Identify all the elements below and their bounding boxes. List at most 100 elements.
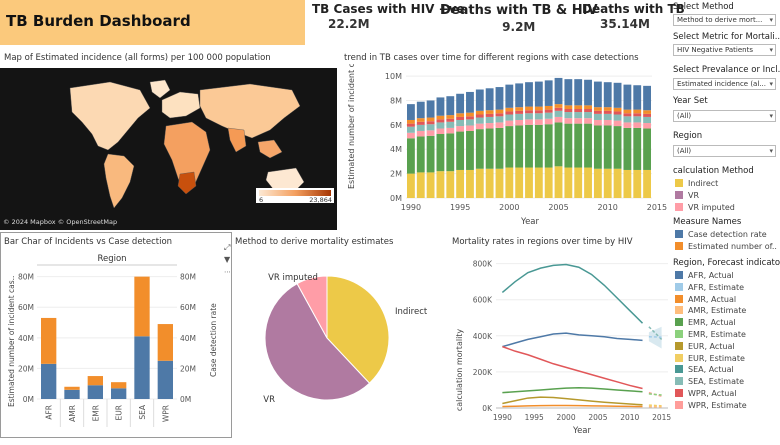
trend-bar-segment[interactable]: [436, 97, 445, 116]
trend-bar-segment[interactable]: [593, 110, 602, 114]
trend-bar-segment[interactable]: [584, 112, 592, 119]
trend-bar-segment[interactable]: [574, 112, 583, 119]
mortality-forecast-line[interactable]: [648, 326, 663, 340]
pie-chart[interactable]: Indirect VR VR imputed: [235, 250, 435, 440]
trend-bar-segment[interactable]: [495, 116, 504, 123]
trend-bar-segment[interactable]: [574, 167, 583, 198]
trend-bar-segment[interactable]: [426, 100, 435, 118]
trend-bar-segment[interactable]: [554, 116, 563, 123]
trend-bar-segment[interactable]: [633, 85, 642, 110]
filter-icon[interactable]: ▼: [224, 255, 231, 264]
trend-bar-segment[interactable]: [456, 126, 465, 132]
pie-slice[interactable]: [264, 282, 371, 401]
trend-bar-segment[interactable]: [525, 119, 533, 125]
trend-bar-segment[interactable]: [505, 107, 514, 112]
trend-bar-segment[interactable]: [643, 85, 651, 111]
mortality-forecast-line[interactable]: [648, 393, 662, 396]
legend-item[interactable]: AMR, Actual: [675, 294, 736, 305]
trend-bar-segment[interactable]: [623, 169, 632, 198]
legend-item[interactable]: AMR, Estimate: [675, 305, 746, 316]
trend-bar-segment[interactable]: [534, 124, 543, 168]
trend-bar-segment[interactable]: [466, 130, 474, 170]
trend-bar-segment[interactable]: [584, 109, 592, 113]
trend-bar-segment[interactable]: [593, 107, 602, 111]
mortality-chart[interactable]: calculation mortality Year 0K 200K 400K 600…: [440, 250, 672, 442]
trend-bar-segment[interactable]: [407, 138, 415, 174]
trend-bar-segment[interactable]: [534, 106, 543, 111]
trend-bar-segment[interactable]: [564, 123, 573, 168]
trend-bar-segment[interactable]: [603, 113, 612, 120]
incidents-bar-segment[interactable]: [87, 376, 103, 386]
trend-bar-segment[interactable]: [623, 122, 632, 128]
trend-bar-segment[interactable]: [416, 136, 425, 173]
incidents-bar-segment[interactable]: [64, 386, 80, 390]
trend-bar-segment[interactable]: [643, 123, 651, 129]
trend-bar-segment[interactable]: [554, 110, 563, 117]
trend-bar-segment[interactable]: [584, 118, 592, 124]
mortality-series-line[interactable]: [502, 387, 643, 394]
trend-bar-segment[interactable]: [613, 168, 622, 198]
trend-bar-segment[interactable]: [574, 105, 583, 110]
region-southeast-asia[interactable]: [257, 139, 283, 159]
trend-bar-segment[interactable]: [446, 133, 455, 172]
trend-bar-segment[interactable]: [475, 89, 484, 111]
trend-bar-segment[interactable]: [436, 122, 445, 129]
trend-bar-segment[interactable]: [643, 110, 651, 114]
trend-bar-segment[interactable]: [544, 105, 553, 110]
trend-bar-segment[interactable]: [613, 126, 622, 169]
trend-bar-segment[interactable]: [485, 128, 494, 169]
trend-bar-segment[interactable]: [416, 118, 425, 122]
trend-bar-segment[interactable]: [446, 121, 455, 128]
trend-bar-segment[interactable]: [426, 124, 435, 131]
incidents-bar-segment[interactable]: [111, 388, 127, 399]
trend-bar-segment[interactable]: [623, 127, 632, 170]
trend-bar-segment[interactable]: [426, 117, 435, 122]
trend-bar-segment[interactable]: [534, 110, 543, 114]
trend-bar-segment[interactable]: [593, 113, 602, 120]
trend-bar-segment[interactable]: [643, 128, 651, 170]
trend-bar-segment[interactable]: [495, 168, 504, 198]
trend-bar-segment[interactable]: [603, 82, 612, 108]
mortality-series-line[interactable]: [502, 345, 643, 390]
trend-bar-segment[interactable]: [407, 173, 415, 198]
legend-item[interactable]: AFR, Actual: [675, 270, 734, 281]
trend-bar-segment[interactable]: [426, 121, 435, 125]
trend-bar-segment[interactable]: [485, 110, 494, 114]
trend-bar-segment[interactable]: [495, 87, 504, 110]
incidents-bar-segment[interactable]: [134, 276, 150, 337]
trend-bar-segment[interactable]: [446, 127, 455, 134]
trend-bar-segment[interactable]: [623, 113, 632, 117]
trend-bar-segment[interactable]: [534, 119, 543, 125]
trend-bar-segment[interactable]: [603, 110, 612, 114]
trend-bar-segment[interactable]: [426, 135, 435, 173]
trend-bar-segment[interactable]: [466, 125, 474, 131]
trend-bar-segment[interactable]: [525, 124, 533, 168]
trend-bar-segment[interactable]: [456, 116, 465, 120]
trend-bar-segment[interactable]: [475, 114, 484, 118]
trend-bar-segment[interactable]: [554, 107, 563, 111]
trend-bar-segment[interactable]: [564, 167, 573, 198]
legend-item[interactable]: WPR, Actual: [675, 388, 736, 399]
trend-bar-segment[interactable]: [584, 79, 592, 106]
trend-bar-segment[interactable]: [613, 111, 622, 115]
trend-bar-segment[interactable]: [633, 116, 642, 123]
trend-bar-segment[interactable]: [574, 123, 583, 168]
trend-bar-segment[interactable]: [436, 128, 445, 134]
trend-bar-segment[interactable]: [544, 109, 553, 113]
trend-bar-segment[interactable]: [515, 167, 524, 198]
region-southern-africa[interactable]: [177, 171, 197, 195]
legend-item[interactable]: EMR, Estimate: [675, 329, 746, 340]
trend-bar-segment[interactable]: [525, 167, 533, 198]
trend-bar-segment[interactable]: [613, 107, 622, 112]
trend-bar-segment[interactable]: [475, 123, 484, 130]
trend-bar-segment[interactable]: [515, 83, 524, 108]
trend-bar-segment[interactable]: [603, 119, 612, 126]
trend-bar-segment[interactable]: [407, 119, 415, 124]
trend-bar-segment[interactable]: [544, 112, 553, 119]
trend-bar-segment[interactable]: [584, 105, 592, 110]
trend-bar-segment[interactable]: [544, 167, 553, 198]
trend-bar-segment[interactable]: [456, 113, 465, 117]
trend-bar-segment[interactable]: [485, 168, 494, 198]
trend-bar-segment[interactable]: [407, 132, 415, 139]
trend-bar-segment[interactable]: [525, 106, 533, 111]
